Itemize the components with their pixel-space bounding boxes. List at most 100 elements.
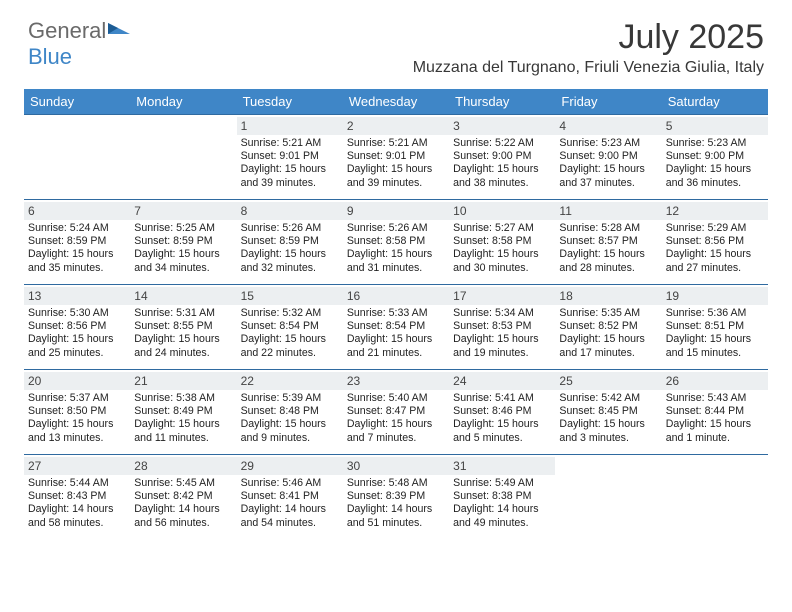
day-number: 25: [555, 372, 661, 390]
sunset-text: Sunset: 8:52 PM: [559, 320, 657, 333]
sunset-text: Sunset: 8:48 PM: [241, 405, 339, 418]
logo-line1: General: [28, 18, 106, 43]
daylight-text: Daylight: 15 hours and 9 minutes.: [241, 418, 339, 444]
calendar-day: 23Sunrise: 5:40 AMSunset: 8:47 PMDayligh…: [343, 370, 449, 454]
sunset-text: Sunset: 8:50 PM: [28, 405, 126, 418]
sunset-text: Sunset: 8:45 PM: [559, 405, 657, 418]
sunrise-text: Sunrise: 5:29 AM: [666, 222, 764, 235]
sunset-text: Sunset: 8:58 PM: [347, 235, 445, 248]
daylight-text: Daylight: 14 hours and 49 minutes.: [453, 503, 551, 529]
calendar-day: 24Sunrise: 5:41 AMSunset: 8:46 PMDayligh…: [449, 370, 555, 454]
calendar-day: 21Sunrise: 5:38 AMSunset: 8:49 PMDayligh…: [130, 370, 236, 454]
page-title: July 2025: [28, 18, 764, 57]
calendar-day: 26Sunrise: 5:43 AMSunset: 8:44 PMDayligh…: [662, 370, 768, 454]
sunset-text: Sunset: 8:56 PM: [28, 320, 126, 333]
sunrise-text: Sunrise: 5:46 AM: [241, 477, 339, 490]
calendar-week: 1Sunrise: 5:21 AMSunset: 9:01 PMDaylight…: [24, 114, 768, 199]
sunrise-text: Sunrise: 5:36 AM: [666, 307, 764, 320]
sunrise-text: Sunrise: 5:27 AM: [453, 222, 551, 235]
day-number: 2: [343, 117, 449, 135]
sunrise-text: Sunrise: 5:48 AM: [347, 477, 445, 490]
calendar-day: 3Sunrise: 5:22 AMSunset: 9:00 PMDaylight…: [449, 115, 555, 199]
sunrise-text: Sunrise: 5:44 AM: [28, 477, 126, 490]
day-number: 19: [662, 287, 768, 305]
daylight-text: Daylight: 15 hours and 39 minutes.: [241, 163, 339, 189]
sunset-text: Sunset: 9:00 PM: [453, 150, 551, 163]
day-number: 14: [130, 287, 236, 305]
day-number: 17: [449, 287, 555, 305]
day-number: 23: [343, 372, 449, 390]
sunrise-text: Sunrise: 5:28 AM: [559, 222, 657, 235]
sunset-text: Sunset: 8:57 PM: [559, 235, 657, 248]
calendar-week: 6Sunrise: 5:24 AMSunset: 8:59 PMDaylight…: [24, 199, 768, 284]
day-number: 16: [343, 287, 449, 305]
calendar-day-empty: [130, 115, 236, 199]
sunrise-text: Sunrise: 5:23 AM: [559, 137, 657, 150]
sunrise-text: Sunrise: 5:21 AM: [347, 137, 445, 150]
sunrise-text: Sunrise: 5:39 AM: [241, 392, 339, 405]
header: General Blue July 2025 Muzzana del Turgn…: [0, 0, 792, 85]
day-number: 24: [449, 372, 555, 390]
daylight-text: Daylight: 15 hours and 3 minutes.: [559, 418, 657, 444]
sunrise-text: Sunrise: 5:33 AM: [347, 307, 445, 320]
sunrise-text: Sunrise: 5:38 AM: [134, 392, 232, 405]
day-number: 15: [237, 287, 343, 305]
sunset-text: Sunset: 8:47 PM: [347, 405, 445, 418]
calendar-day: 27Sunrise: 5:44 AMSunset: 8:43 PMDayligh…: [24, 455, 130, 539]
daylight-text: Daylight: 15 hours and 17 minutes.: [559, 333, 657, 359]
daylight-text: Daylight: 14 hours and 56 minutes.: [134, 503, 232, 529]
day-number: 3: [449, 117, 555, 135]
calendar-week: 13Sunrise: 5:30 AMSunset: 8:56 PMDayligh…: [24, 284, 768, 369]
daylight-text: Daylight: 15 hours and 30 minutes.: [453, 248, 551, 274]
sunrise-text: Sunrise: 5:30 AM: [28, 307, 126, 320]
weekday-label: Wednesday: [343, 89, 449, 114]
calendar-day: 6Sunrise: 5:24 AMSunset: 8:59 PMDaylight…: [24, 200, 130, 284]
weekday-label: Friday: [555, 89, 661, 114]
day-number: 18: [555, 287, 661, 305]
sunrise-text: Sunrise: 5:49 AM: [453, 477, 551, 490]
daylight-text: Daylight: 15 hours and 19 minutes.: [453, 333, 551, 359]
calendar-day: 5Sunrise: 5:23 AMSunset: 9:00 PMDaylight…: [662, 115, 768, 199]
daylight-text: Daylight: 15 hours and 39 minutes.: [347, 163, 445, 189]
sunrise-text: Sunrise: 5:26 AM: [347, 222, 445, 235]
calendar-day: 11Sunrise: 5:28 AMSunset: 8:57 PMDayligh…: [555, 200, 661, 284]
day-number: 1: [237, 117, 343, 135]
sunset-text: Sunset: 9:00 PM: [666, 150, 764, 163]
calendar-day: 14Sunrise: 5:31 AMSunset: 8:55 PMDayligh…: [130, 285, 236, 369]
sunset-text: Sunset: 8:54 PM: [347, 320, 445, 333]
sunrise-text: Sunrise: 5:45 AM: [134, 477, 232, 490]
page-subtitle: Muzzana del Turgnano, Friuli Venezia Giu…: [28, 59, 764, 77]
calendar-day: 20Sunrise: 5:37 AMSunset: 8:50 PMDayligh…: [24, 370, 130, 454]
calendar-day: 30Sunrise: 5:48 AMSunset: 8:39 PMDayligh…: [343, 455, 449, 539]
day-number: 22: [237, 372, 343, 390]
day-number: 26: [662, 372, 768, 390]
sunset-text: Sunset: 8:41 PM: [241, 490, 339, 503]
daylight-text: Daylight: 15 hours and 34 minutes.: [134, 248, 232, 274]
day-number: 21: [130, 372, 236, 390]
day-number: 29: [237, 457, 343, 475]
day-number: 11: [555, 202, 661, 220]
sunset-text: Sunset: 8:51 PM: [666, 320, 764, 333]
weekday-header: SundayMondayTuesdayWednesdayThursdayFrid…: [24, 89, 768, 114]
day-number: 12: [662, 202, 768, 220]
calendar-day: 31Sunrise: 5:49 AMSunset: 8:38 PMDayligh…: [449, 455, 555, 539]
day-number: 7: [130, 202, 236, 220]
day-number: 5: [662, 117, 768, 135]
daylight-text: Daylight: 15 hours and 27 minutes.: [666, 248, 764, 274]
weekday-label: Thursday: [449, 89, 555, 114]
daylight-text: Daylight: 14 hours and 58 minutes.: [28, 503, 126, 529]
sunset-text: Sunset: 9:00 PM: [559, 150, 657, 163]
day-number: 28: [130, 457, 236, 475]
sunrise-text: Sunrise: 5:32 AM: [241, 307, 339, 320]
calendar-day: 22 Sunrise: 5:39 AMSunset: 8:48 PMDayligh…: [237, 370, 343, 454]
daylight-text: Daylight: 15 hours and 22 minutes.: [241, 333, 339, 359]
calendar-day: 15Sunrise: 5:32 AMSunset: 8:54 PMDayligh…: [237, 285, 343, 369]
daylight-text: Daylight: 15 hours and 25 minutes.: [28, 333, 126, 359]
daylight-text: Daylight: 15 hours and 38 minutes.: [453, 163, 551, 189]
sunset-text: Sunset: 8:42 PM: [134, 490, 232, 503]
day-number: 10: [449, 202, 555, 220]
sunrise-text: Sunrise: 5:37 AM: [28, 392, 126, 405]
logo-line2: Blue: [28, 44, 72, 69]
weekday-label: Monday: [130, 89, 236, 114]
sunset-text: Sunset: 8:46 PM: [453, 405, 551, 418]
